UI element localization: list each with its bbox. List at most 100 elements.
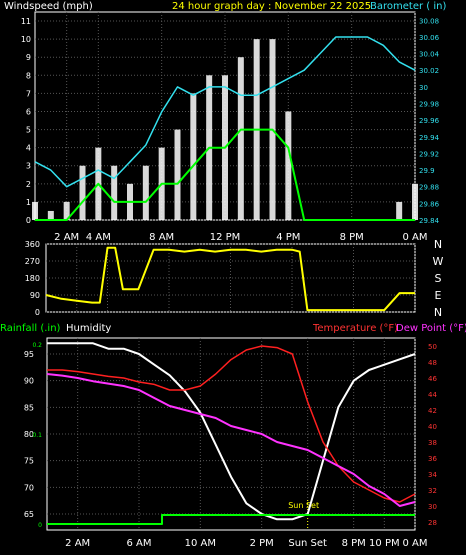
- compass-label: S: [435, 272, 442, 285]
- temp-tick-label: 30: [428, 503, 437, 511]
- x-tick-label: 4 AM: [86, 232, 111, 243]
- barometer-tick-label: 29.92: [419, 150, 439, 158]
- x-tick-label: Sun Set: [288, 538, 327, 549]
- barometer-tick-label: 30.06: [419, 34, 440, 42]
- y-tick-label: 180: [25, 274, 40, 283]
- y-tick-label: 0: [26, 216, 31, 225]
- x-tick-label: 8 AM: [149, 232, 174, 243]
- gust-bar: [142, 165, 149, 220]
- y-tick-label: 360: [25, 240, 40, 249]
- direction-line: [45, 246, 415, 312]
- y-tick-label: 7: [26, 89, 31, 98]
- gust-bar: [190, 93, 197, 220]
- gust-bar: [63, 201, 70, 220]
- humidity-tick-label: 70: [24, 483, 34, 492]
- temperature-line: [47, 345, 416, 503]
- gust-bar: [111, 165, 118, 220]
- humidity-line: [47, 342, 416, 521]
- temp-tick-label: 32: [428, 487, 437, 495]
- x-tick-label: 8 PM: [340, 232, 364, 243]
- temp-tick-label: 44: [428, 391, 437, 399]
- gust-bar: [412, 183, 418, 220]
- barometer-axis-label: Barometer ( in): [370, 1, 446, 12]
- compass-label: N: [434, 238, 442, 251]
- temp-tick-label: 40: [428, 423, 437, 431]
- y-tick-label: 1: [26, 198, 31, 207]
- gust-bar: [396, 201, 403, 220]
- x-tick-label: 0 AM: [402, 232, 427, 243]
- compass-label: E: [435, 289, 442, 302]
- humidity-tick-label: 85: [24, 403, 34, 412]
- humidity-tick-label: 95: [24, 350, 34, 359]
- rain-tick-label: 0: [38, 522, 42, 529]
- barometer-tick-label: 30.04: [419, 51, 440, 59]
- humidity-tick-label: 65: [24, 510, 34, 519]
- temp-tick-label: 50: [428, 343, 437, 351]
- compass-label: N: [434, 306, 442, 319]
- x-tick-label: 8 PM: [342, 538, 366, 549]
- gust-bar: [285, 111, 292, 220]
- barometer-tick-label: 29.9: [419, 167, 435, 175]
- y-tick-label: 11: [21, 17, 31, 26]
- y-tick-label: 9: [26, 53, 31, 62]
- barometer-tick-label: 29.88: [419, 184, 439, 192]
- gust-bar: [47, 210, 54, 220]
- temp-tick-label: 48: [428, 359, 437, 367]
- rain-tick-label: 0.2: [32, 342, 42, 349]
- x-tick-label: 10 PM: [369, 538, 400, 549]
- y-tick-label: 4: [26, 144, 31, 153]
- y-tick-label: 3: [26, 162, 31, 171]
- y-tick-label: 6: [26, 107, 31, 116]
- y-tick-label: 8: [26, 71, 31, 80]
- barometer-tick-label: 30: [419, 84, 428, 92]
- barometer-tick-label: 29.94: [419, 134, 440, 142]
- rainfall-line: [47, 514, 415, 525]
- x-tick-label: 2 PM: [250, 538, 274, 549]
- x-tick-label: 2 AM: [54, 232, 79, 243]
- x-tick-label: 10 AM: [185, 538, 216, 549]
- wind-line: [35, 128, 415, 221]
- graph-title: 24 hour graph day : November 22 2025: [172, 1, 371, 12]
- dewpoint-line: [46, 373, 416, 507]
- x-tick-label: 12 PM: [210, 232, 241, 243]
- y-tick-label: 0: [35, 308, 40, 317]
- y-tick-label: 10: [21, 35, 31, 44]
- temperature-label: Temperature (°F): [312, 323, 398, 334]
- y-tick-label: 90: [30, 291, 40, 300]
- dewpoint-label: Dew Point (°F): [396, 323, 466, 334]
- compass-label: W: [433, 255, 444, 268]
- y-tick-label: 2: [26, 180, 31, 189]
- x-tick-label: 2 AM: [65, 538, 90, 549]
- barometer-tick-label: 29.86: [419, 200, 440, 208]
- gust-bar: [32, 201, 38, 220]
- temp-tick-label: 38: [428, 439, 437, 447]
- y-tick-label: 270: [25, 257, 40, 266]
- gust-bar: [237, 57, 244, 220]
- temp-tick-label: 36: [428, 455, 437, 463]
- barometer-line: [34, 36, 416, 188]
- gust-bar: [79, 165, 86, 220]
- wind-axis-label: Windspeed (mph): [4, 1, 93, 12]
- temp-tick-label: 34: [428, 471, 437, 479]
- temp-tick-label: 42: [428, 407, 437, 415]
- y-tick-label: 5: [26, 126, 31, 135]
- humidity-tick-label: 80: [24, 430, 34, 439]
- temp-tick-label: 28: [428, 519, 437, 527]
- x-tick-label: 0 AM: [402, 538, 427, 549]
- barometer-tick-label: 30.02: [419, 67, 439, 75]
- rain-tick-label: 0.1: [32, 432, 42, 439]
- barometer-tick-label: 29.96: [419, 117, 440, 125]
- x-tick-label: 6 AM: [126, 538, 151, 549]
- humidity-label: Humidity: [66, 323, 111, 334]
- barometer-tick-label: 29.84: [419, 217, 440, 225]
- barometer-tick-label: 29.98: [419, 101, 439, 109]
- x-tick-label: 4 PM: [276, 232, 300, 243]
- rainfall-label: Rainfall (.in): [0, 323, 61, 334]
- temp-tick-label: 46: [428, 375, 437, 383]
- humidity-tick-label: 75: [24, 457, 34, 466]
- humidity-tick-label: 90: [24, 377, 34, 386]
- barometer-tick-label: 30.08: [419, 17, 439, 25]
- gust-bar: [174, 129, 181, 220]
- sunset-label: Sun Set: [288, 501, 319, 510]
